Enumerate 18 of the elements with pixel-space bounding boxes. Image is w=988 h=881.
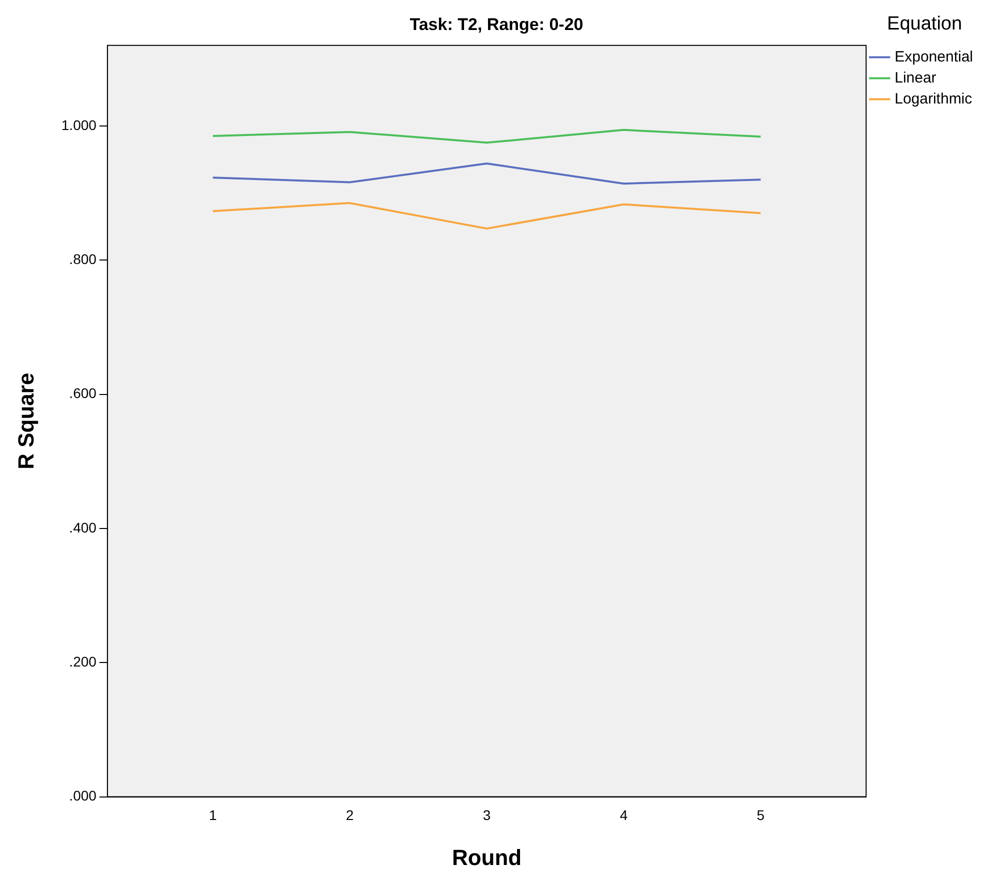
chart-title: Task: T2, Range: 0-20: [410, 14, 584, 34]
x-tick-label: 3: [482, 807, 491, 824]
y-tick-label: .000: [69, 788, 97, 804]
legend-label: Linear: [894, 69, 936, 86]
y-tick-label: .400: [69, 519, 97, 536]
y-axis-title: R Square: [13, 372, 38, 470]
legend-label: Logarithmic: [894, 90, 973, 108]
legend-label: Exponential: [894, 48, 974, 66]
x-tick-label: 4: [620, 807, 628, 824]
x-axis-title: Round: [452, 844, 522, 870]
y-tick-label: 1.000: [61, 116, 97, 133]
x-tick-label: 1: [208, 807, 217, 824]
y-tick-label: .200: [69, 653, 97, 670]
y-tick-label: .800: [69, 250, 97, 267]
y-tick-label: .600: [69, 385, 97, 402]
x-tick-label: 2: [346, 807, 354, 824]
legend-title: Equation: [887, 14, 962, 35]
x-tick-label: 5: [756, 807, 765, 824]
